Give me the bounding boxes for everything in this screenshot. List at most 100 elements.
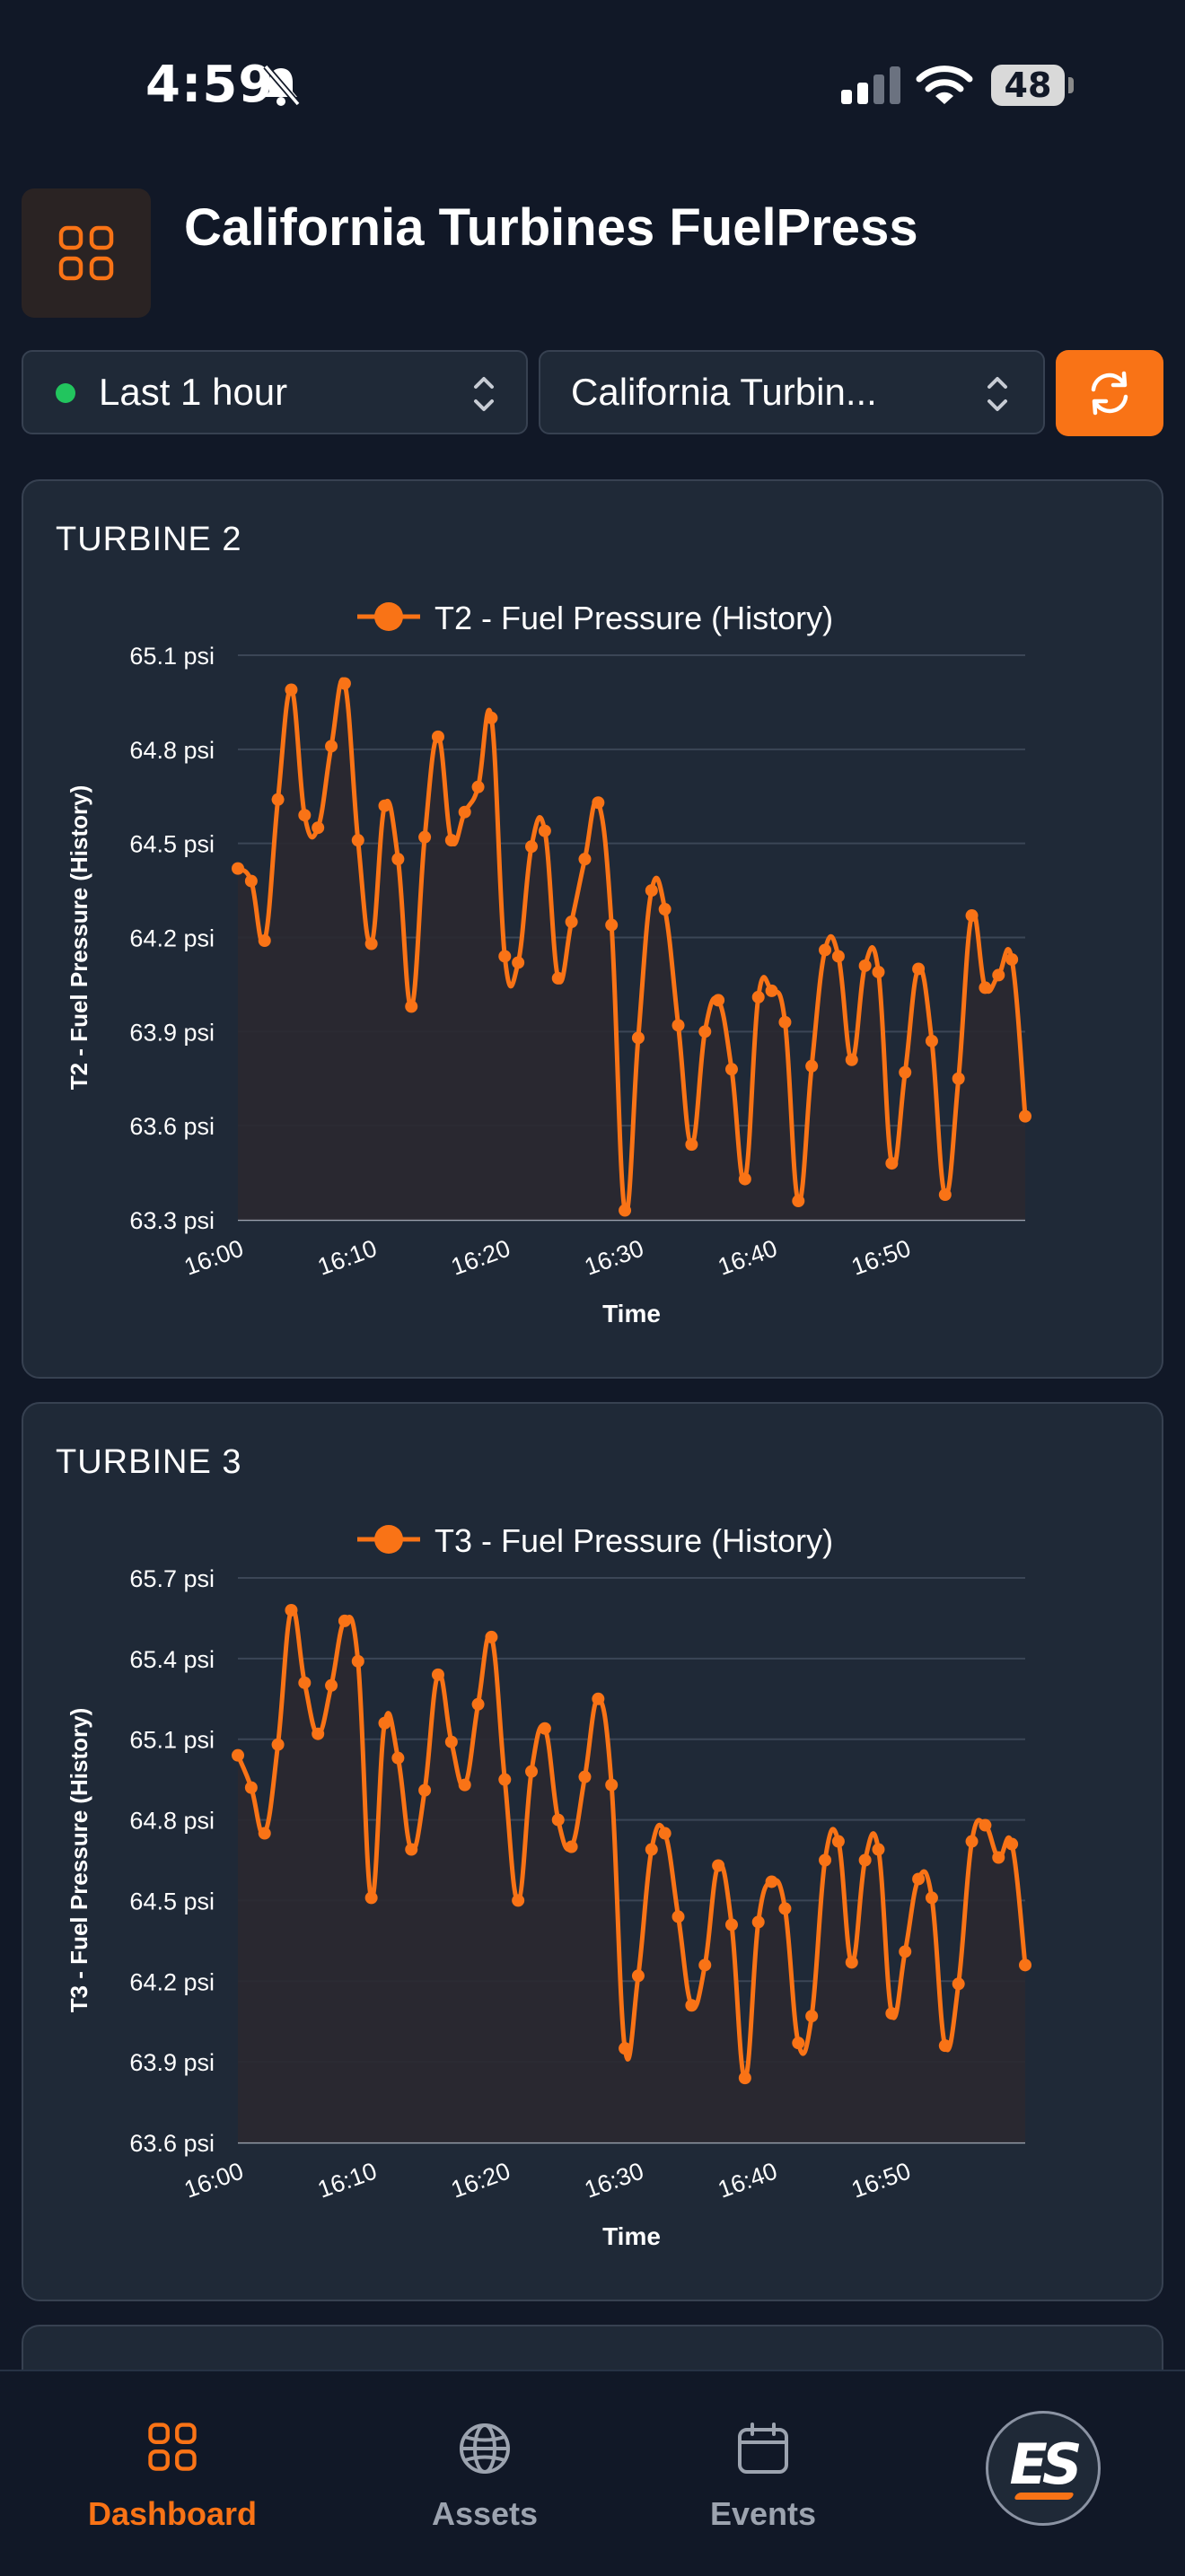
data-point[interactable] [672, 1910, 685, 1923]
data-point[interactable] [605, 1778, 619, 1792]
data-point[interactable] [778, 1902, 792, 1915]
data-point[interactable] [992, 968, 1005, 982]
data-point[interactable] [938, 2039, 952, 2053]
data-point[interactable] [498, 950, 512, 963]
data-point[interactable] [338, 677, 351, 690]
data-point[interactable] [738, 1172, 751, 1186]
data-point[interactable] [724, 1918, 738, 1932]
data-point[interactable] [444, 834, 458, 847]
data-point[interactable] [578, 1770, 592, 1783]
refresh-button[interactable] [1056, 350, 1163, 436]
data-point[interactable] [619, 2042, 632, 2055]
data-point[interactable] [271, 793, 285, 806]
data-point[interactable] [805, 1059, 819, 1073]
data-point[interactable] [631, 1969, 645, 1983]
data-point[interactable] [952, 1072, 965, 1085]
data-point[interactable] [378, 799, 391, 812]
data-point[interactable] [285, 1603, 298, 1617]
data-point[interactable] [831, 950, 845, 963]
data-point[interactable] [925, 1034, 938, 1047]
data-point[interactable] [658, 1827, 672, 1840]
data-point[interactable] [712, 1859, 725, 1872]
data-point[interactable] [831, 1835, 845, 1848]
data-point[interactable] [1019, 1958, 1031, 1972]
data-point[interactable] [418, 830, 432, 844]
data-point[interactable] [899, 1065, 912, 1079]
data-point[interactable] [444, 1735, 458, 1748]
data-point[interactable] [912, 962, 926, 976]
data-point[interactable] [565, 916, 578, 929]
data-point[interactable] [819, 943, 832, 957]
data-point[interactable] [431, 730, 444, 743]
data-point[interactable] [364, 1891, 378, 1905]
data-point[interactable] [391, 1751, 405, 1765]
data-point[interactable] [1005, 1837, 1019, 1851]
data-point[interactable] [458, 1778, 471, 1792]
data-point[interactable] [312, 1727, 325, 1740]
data-point[interactable] [498, 1773, 512, 1786]
data-point[interactable] [751, 1915, 765, 1929]
data-point[interactable] [325, 1678, 338, 1692]
data-point[interactable] [619, 1204, 632, 1217]
data-point[interactable] [258, 1827, 271, 1840]
data-point[interactable] [232, 862, 244, 875]
data-point[interactable] [979, 1818, 992, 1832]
site-select[interactable]: California Turbin... [539, 350, 1045, 434]
data-point[interactable] [885, 1157, 899, 1170]
data-point[interactable] [538, 824, 551, 837]
data-point[interactable] [979, 981, 992, 994]
data-point[interactable] [578, 853, 592, 866]
data-point[interactable] [805, 2010, 819, 2023]
data-point[interactable] [685, 1999, 698, 2012]
data-point[interactable] [965, 1835, 979, 1848]
data-point[interactable] [525, 840, 539, 854]
data-point[interactable] [792, 2037, 805, 2050]
data-point[interactable] [512, 1894, 525, 1907]
tab-dashboard[interactable]: Dashboard [56, 2371, 289, 2551]
data-point[interactable] [885, 2007, 899, 2020]
data-point[interactable] [512, 956, 525, 969]
data-point[interactable] [631, 1031, 645, 1045]
data-point[interactable] [685, 1138, 698, 1152]
data-point[interactable] [471, 780, 485, 793]
data-point[interactable] [458, 805, 471, 819]
data-point[interactable] [418, 1783, 432, 1797]
data-point[interactable] [351, 834, 364, 847]
data-point[interactable] [858, 959, 872, 972]
data-point[interactable] [1005, 952, 1019, 966]
data-point[interactable] [232, 1748, 244, 1762]
data-point[interactable] [912, 1872, 926, 1886]
data-point[interactable] [645, 1843, 658, 1856]
tab-assets[interactable]: Assets [368, 2371, 601, 2551]
app-menu-button[interactable] [22, 188, 151, 318]
data-point[interactable] [698, 1025, 712, 1038]
data-point[interactable] [351, 1654, 364, 1668]
data-point[interactable] [672, 1019, 685, 1032]
data-point[interactable] [364, 937, 378, 951]
data-point[interactable] [724, 1063, 738, 1076]
data-point[interactable] [698, 1958, 712, 1972]
data-point[interactable] [899, 1945, 912, 1958]
data-point[interactable] [712, 994, 725, 1007]
data-point[interactable] [925, 1891, 938, 1905]
time-range-select[interactable]: Last 1 hour [22, 350, 528, 434]
data-point[interactable] [765, 1875, 778, 1888]
data-point[interactable] [658, 903, 672, 916]
data-point[interactable] [485, 711, 498, 724]
company-logo-button[interactable]: ES [986, 2411, 1101, 2526]
data-point[interactable] [845, 1053, 858, 1066]
data-point[interactable] [751, 990, 765, 1003]
data-point[interactable] [605, 918, 619, 932]
data-point[interactable] [858, 1853, 872, 1867]
data-point[interactable] [525, 1765, 539, 1778]
data-point[interactable] [244, 874, 258, 888]
data-point[interactable] [244, 1781, 258, 1794]
data-point[interactable] [645, 884, 658, 898]
data-point[interactable] [592, 796, 605, 810]
data-point[interactable] [778, 1015, 792, 1029]
data-point[interactable] [819, 1853, 832, 1867]
data-point[interactable] [992, 1851, 1005, 1864]
data-point[interactable] [792, 1195, 805, 1208]
data-point[interactable] [325, 740, 338, 753]
data-point[interactable] [952, 1977, 965, 1991]
